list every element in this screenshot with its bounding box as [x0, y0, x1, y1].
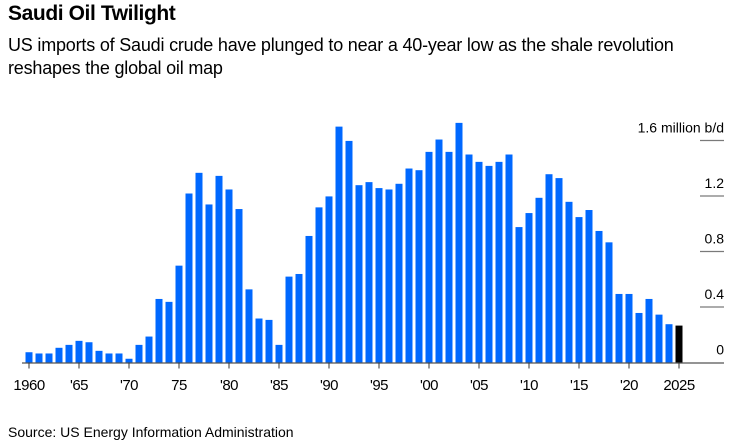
bar: [585, 210, 593, 363]
bar: [25, 352, 33, 363]
bar: [205, 204, 213, 363]
bar: [185, 193, 193, 363]
x-tick-label: '15: [570, 377, 588, 394]
bar: [485, 165, 493, 363]
bar: [125, 358, 133, 363]
bar: [415, 170, 423, 363]
bar: [605, 242, 613, 363]
bar: [285, 276, 293, 363]
bar: [635, 312, 643, 363]
x-tick-label: '70: [120, 377, 138, 394]
x-tick-label: '95: [370, 377, 388, 394]
bar: [195, 172, 203, 363]
x-tick-label: '20: [620, 377, 638, 394]
x-axis-labels: 1960 '65 '70 75 '80 '85 '90 '95 '00 '05 '10 '15 '20 2…: [13, 377, 695, 394]
bar: [535, 197, 543, 363]
bar: [175, 265, 183, 363]
bar: [525, 213, 533, 363]
bar: [315, 207, 323, 363]
bar: [325, 196, 333, 363]
bar: [85, 342, 93, 363]
chart-subtitle: US imports of Saudi crude have plunged t…: [8, 35, 674, 78]
bar: [505, 154, 513, 363]
bar: [395, 183, 403, 363]
bar: [545, 174, 553, 363]
bar: [665, 324, 673, 363]
x-tick-label: '65: [70, 377, 88, 394]
bar: [165, 301, 173, 363]
y-tick-label: 0.4: [705, 286, 725, 302]
x-tick-label: 75: [171, 377, 187, 394]
x-tick-label: '00: [420, 377, 438, 394]
bar: [75, 340, 83, 363]
bar: [575, 217, 583, 363]
y-tick-label: 1.6 million b/d: [638, 120, 724, 136]
x-tick-label: '85: [270, 377, 288, 394]
x-tick-label: '90: [320, 377, 338, 394]
bar: [115, 353, 123, 363]
bar: [275, 344, 283, 363]
bar: [245, 289, 253, 363]
bar: [35, 353, 43, 363]
bar: [255, 318, 263, 363]
bar: [595, 230, 603, 363]
bar: [385, 189, 393, 363]
bar: [465, 154, 473, 363]
bar: [215, 175, 223, 363]
bar: [435, 139, 443, 363]
bar: [475, 161, 483, 363]
bar: [295, 273, 303, 363]
bar: [225, 189, 233, 363]
bar: [105, 353, 113, 363]
x-tick-label: '05: [470, 377, 488, 394]
bar: [345, 140, 353, 363]
x-tick-label: 1960: [13, 377, 45, 394]
bar: [495, 161, 503, 363]
bar: [45, 353, 53, 363]
y-tick-label: 0.8: [705, 231, 725, 247]
bar: [335, 126, 343, 363]
bar: [95, 350, 103, 363]
y-axis-labels: 0 0.4 0.8 1.2 1.6 million b/d: [638, 120, 725, 358]
source-note: Source: US Energy Information Administra…: [8, 424, 294, 440]
bar: [65, 344, 73, 363]
bar: [515, 227, 523, 363]
bar: [235, 209, 243, 363]
bar: [625, 293, 633, 363]
x-tick-label: '10: [520, 377, 538, 394]
bar: [405, 168, 413, 363]
bar: [645, 298, 653, 363]
gridlines: [700, 139, 724, 308]
bar: [565, 201, 573, 363]
bars: [25, 122, 683, 363]
bar: [365, 182, 373, 363]
bar-highlight: [675, 325, 683, 363]
bar: [265, 319, 273, 363]
bar: [375, 188, 383, 363]
x-tick-label: 2025: [663, 377, 695, 394]
chart-title: Saudi Oil Twilight: [8, 2, 176, 25]
bar: [135, 344, 143, 363]
bar: [445, 151, 453, 363]
bar: [145, 336, 153, 363]
bar: [455, 122, 463, 363]
x-axis: [22, 362, 724, 369]
bar: [155, 298, 163, 363]
bar: [655, 314, 663, 363]
x-tick-label: '80: [220, 377, 238, 394]
bar: [305, 235, 313, 363]
bar: [355, 185, 363, 363]
bar: [615, 293, 623, 363]
bar: [555, 178, 563, 363]
y-tick-label: 1.2: [705, 175, 725, 191]
bar: [55, 347, 63, 363]
bar: [425, 151, 433, 363]
y-tick-label: 0: [716, 342, 724, 358]
